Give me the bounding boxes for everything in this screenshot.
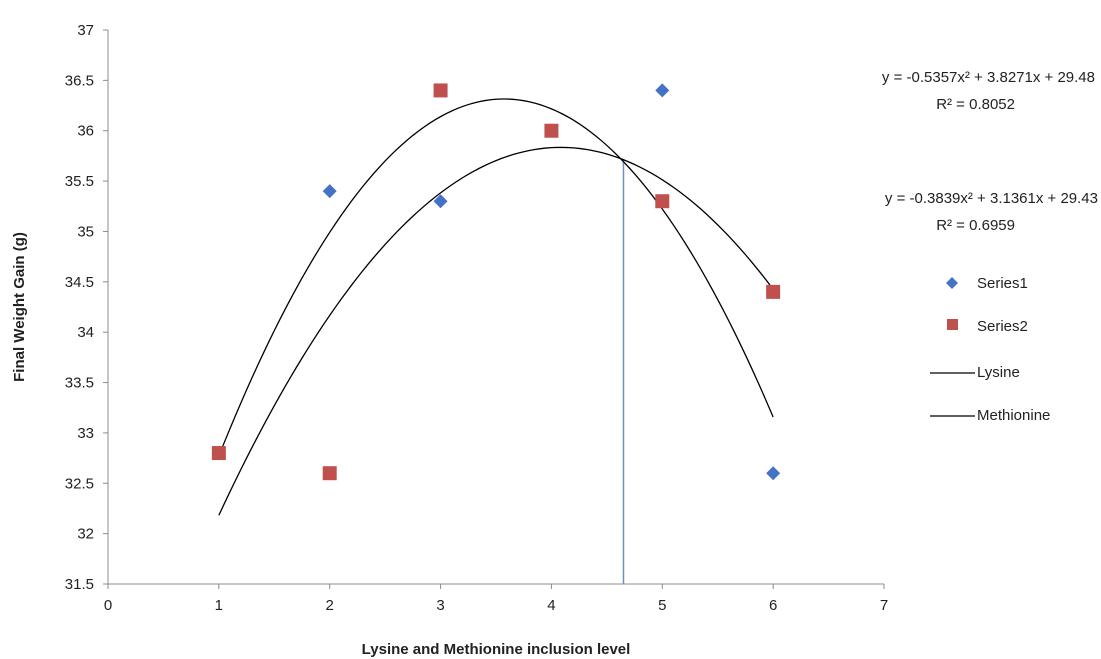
y-tick-label: 32 [77, 526, 94, 543]
x-tick-label: 4 [547, 597, 555, 614]
legend-label-series1: Series1 [977, 275, 1028, 292]
point-series1 [766, 466, 781, 481]
axes [107, 30, 884, 585]
point-series2 [544, 123, 559, 138]
point-series1 [433, 194, 448, 209]
y-tick-label: 36 [77, 123, 94, 140]
data-points [211, 83, 781, 481]
x-tick-label: 2 [326, 597, 334, 614]
y-tick-label: 36.5 [65, 72, 94, 89]
x-tick-label: 6 [769, 597, 777, 614]
methionine-r2: R² = 0.6959 [936, 217, 1015, 234]
x-axis-title: Lysine and Methionine inclusion level [362, 641, 631, 658]
point-series2 [655, 194, 670, 209]
legend: Series1 Series2 Lysine Methionine [930, 275, 1050, 424]
point-series1 [322, 184, 337, 199]
y-tick-label: 37 [77, 22, 94, 39]
y-tick-label: 35.5 [65, 173, 94, 190]
y-tick-label: 32.5 [65, 475, 94, 492]
point-series2 [211, 446, 226, 461]
y-axis-title: Final Weight Gain (g) [11, 232, 28, 382]
legend-label-series2: Series2 [977, 318, 1028, 335]
point-series1 [655, 83, 670, 98]
trendline-methionine [218, 146, 774, 516]
methionine-equation: y = -0.3839x² + 3.1361x + 29.43 [885, 190, 1098, 207]
point-series2 [433, 83, 448, 98]
legend-label-lysine: Lysine [977, 364, 1020, 381]
y-tick-label: 34.5 [65, 274, 94, 291]
x-tick-label: 0 [104, 597, 112, 614]
x-tick-label: 1 [215, 597, 223, 614]
legend-marker-series2 [947, 319, 958, 330]
lysine-r2: R² = 0.8052 [936, 96, 1015, 113]
tick-labels: 0 1 2 3 4 5 6 731.53232.53333.53434.53535.53636… [65, 22, 888, 614]
x-tick-label: 5 [658, 597, 666, 614]
point-series2 [766, 284, 781, 299]
x-tick-label: 7 [880, 597, 888, 614]
legend-label-methionine: Methionine [977, 407, 1050, 424]
y-tick-label: 35 [77, 223, 94, 240]
y-tick-label: 34 [77, 324, 94, 341]
point-series2 [322, 466, 337, 481]
x-tick-label: 3 [436, 597, 444, 614]
y-tick-label: 33.5 [65, 375, 94, 392]
trendlines [218, 98, 774, 516]
lysine-equation: y = -0.5357x² + 3.8271x + 29.48 [882, 69, 1095, 86]
y-tick-label: 31.5 [65, 576, 94, 593]
legend-marker-series1 [946, 277, 958, 289]
y-tick-label: 33 [77, 425, 94, 442]
trendline-lysine [218, 98, 774, 457]
